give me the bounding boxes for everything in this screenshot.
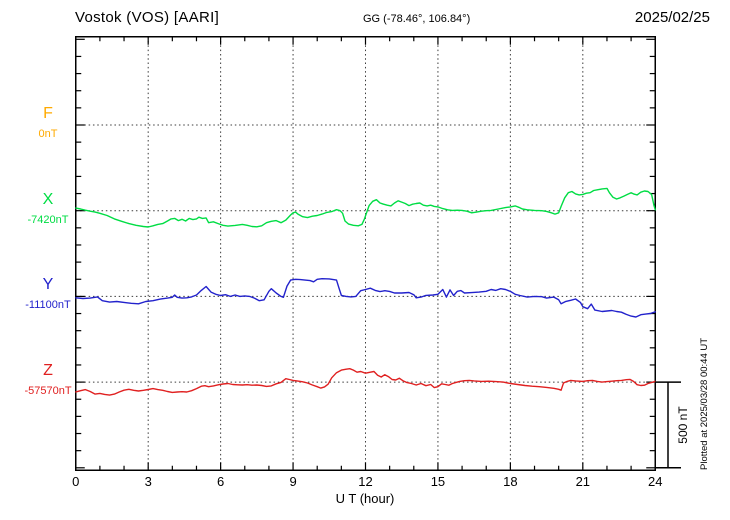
component-Y-baseline-value: -11100nT: [25, 299, 71, 312]
scale-bar-label: 500 nT: [676, 406, 690, 444]
trace-X: [75, 187, 656, 228]
hour-tick-6: 6: [217, 474, 225, 489]
hour-tick-3: 3: [144, 474, 152, 489]
component-Z-label: Z: [43, 362, 53, 380]
station-title: Vostok (VOS) [AARI]: [75, 9, 220, 26]
hour-tick-21: 21: [575, 474, 591, 489]
hour-tick-18: 18: [503, 474, 518, 489]
scale-bar: [655, 381, 681, 469]
hour-tick-12: 12: [358, 474, 373, 489]
plotted-at-note: Plotted at 2025/03/28 00:44 UT: [699, 337, 710, 470]
hour-tick-24: 24: [648, 474, 663, 489]
component-X-baseline-value: -7420nT: [27, 213, 69, 226]
hour-tick-15: 15: [430, 474, 446, 489]
geographic-coordinates: GG (-78.46°, 106.84°): [363, 13, 471, 25]
hour-tick-9: 9: [289, 474, 297, 489]
component-X-label: X: [42, 190, 54, 208]
plot-date: 2025/02/25: [634, 9, 710, 26]
x-axis-label: U T (hour): [335, 491, 395, 506]
hour-tick-0: 0: [72, 474, 80, 489]
trace-Z: [75, 368, 656, 396]
magnetogram-plot: [75, 36, 656, 471]
component-F-baseline-value: 0nT: [38, 128, 58, 140]
trace-Y: [75, 277, 656, 318]
component-Z-baseline-value: -57570nT: [24, 385, 72, 398]
component-Y-label: Y: [42, 276, 54, 294]
component-F-label: F: [43, 105, 53, 122]
